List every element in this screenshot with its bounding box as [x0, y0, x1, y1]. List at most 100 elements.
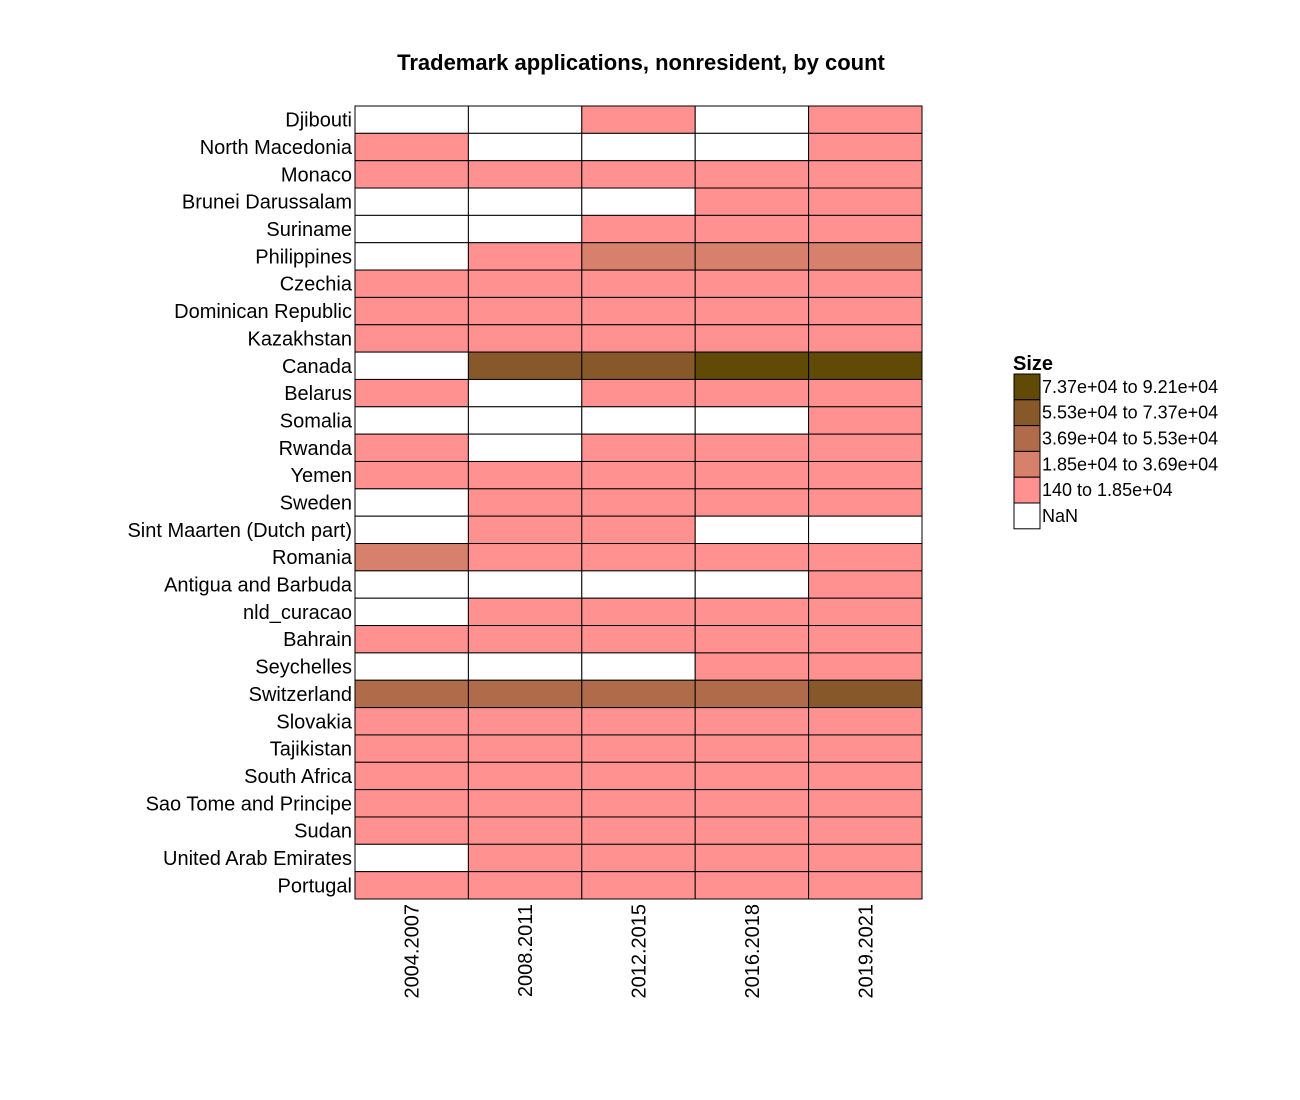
- heatmap-cell: [808, 734, 923, 763]
- row-label: South Africa: [244, 766, 353, 788]
- row-label: Somalia: [280, 410, 353, 432]
- heatmap-cell: [354, 871, 469, 900]
- heatmap-cell: [808, 105, 923, 134]
- heatmap-cell: [467, 597, 583, 627]
- heatmap-cell: [694, 488, 810, 517]
- row-label: North Macedonia: [200, 137, 353, 159]
- heatmap-cell: [808, 296, 923, 326]
- heatmap-cell: [467, 378, 583, 408]
- chart-title: Trademark applications, nonresident, by …: [397, 50, 885, 75]
- column-label: 2008.2011: [515, 904, 537, 997]
- heatmap-cell: [354, 378, 469, 408]
- heatmap-cell: [354, 488, 469, 517]
- heatmap-cell: [694, 843, 810, 873]
- heatmap-cell: [808, 761, 923, 791]
- heatmap-cell: [694, 324, 810, 353]
- heatmap-cell: [694, 296, 810, 326]
- heatmap-cell: [581, 789, 696, 818]
- heatmap-cell: [694, 871, 810, 900]
- heatmap-cell: [581, 296, 696, 326]
- heatmap-cell: [581, 543, 696, 572]
- heatmap-cell: [581, 515, 696, 545]
- heatmap-cell: [581, 570, 696, 599]
- legend-label: NaN: [1042, 506, 1078, 526]
- heatmap-cell: [354, 160, 469, 189]
- row-label: Yemen: [290, 465, 352, 487]
- heatmap-cell: [467, 734, 583, 763]
- heatmap-cell: [354, 105, 469, 134]
- heatmap-cell: [808, 132, 923, 162]
- legend-label: 1.85e+04 to 3.69e+04: [1042, 454, 1218, 474]
- heatmap-cell: [467, 816, 583, 845]
- legend-label: 5.53e+04 to 7.37e+04: [1042, 403, 1218, 423]
- heatmap-cell: [808, 816, 923, 845]
- heatmap-cell: [354, 597, 469, 627]
- heatmap-cell: [694, 351, 810, 380]
- row-label: Seychelles: [255, 657, 352, 679]
- heatmap-cell: [808, 597, 923, 627]
- heatmap-cell: [581, 460, 696, 490]
- row-label: Portugal: [278, 875, 353, 897]
- heatmap-cell: [808, 214, 923, 244]
- column-label: 2016.2018: [742, 904, 764, 999]
- heatmap-cell: [694, 378, 810, 408]
- row-label: Belarus: [284, 383, 352, 405]
- heatmap-cell: [467, 406, 583, 435]
- heatmap-cell: [694, 543, 810, 572]
- heatmap-cell: [354, 816, 469, 845]
- row-label: Tajikistan: [270, 739, 352, 761]
- row-label: United Arab Emirates: [163, 848, 352, 870]
- heatmap-cell: [581, 433, 696, 462]
- heatmap-cell: [581, 488, 696, 517]
- heatmap-cell: [354, 406, 469, 435]
- heatmap-cell: [694, 734, 810, 763]
- heatmap-cell: [467, 761, 583, 791]
- heatmap-cell: [467, 433, 583, 462]
- heatmap-cell: [694, 269, 810, 298]
- heatmap-cell: [581, 597, 696, 627]
- heatmap-cell: [694, 406, 810, 435]
- heatmap-cell: [808, 515, 923, 545]
- heatmap-cell: [354, 433, 469, 462]
- heatmap-cell: [694, 570, 810, 599]
- heatmap-cell: [808, 543, 923, 572]
- heatmap-cell: [354, 707, 469, 736]
- legend-swatch: [1013, 502, 1041, 530]
- heatmap-cell: [581, 707, 696, 736]
- legend-label: 3.69e+04 to 5.53e+04: [1042, 429, 1218, 449]
- heatmap-cell: [808, 488, 923, 517]
- heatmap-cell: [467, 570, 583, 599]
- row-label: Sao Tome and Principe: [146, 793, 352, 815]
- row-label: Sint Maarten (Dutch part): [127, 520, 352, 542]
- heatmap-cell: [354, 734, 469, 763]
- heatmap-cell: [467, 707, 583, 736]
- heatmap-cell: [467, 296, 583, 326]
- column-labels: 2004.2007 2008.2011 2012.2015 2016.2018 2019…: [402, 904, 878, 999]
- row-label: Kazakhstan: [247, 328, 352, 350]
- row-label: Brunei Darussalam: [182, 192, 352, 214]
- heatmap-cell: [808, 378, 923, 408]
- heatmap-cell: [694, 132, 810, 162]
- heatmap-cell: [354, 570, 469, 599]
- heatmap-cell: [808, 242, 923, 271]
- heatmap-cell: [581, 351, 696, 380]
- heatmap-cell: [808, 652, 923, 681]
- heatmap-cell: [694, 460, 810, 490]
- heatmap-cells: [354, 105, 923, 900]
- heatmap-cell: [808, 460, 923, 490]
- legend-label: 140 to 1.85e+04: [1042, 480, 1173, 500]
- heatmap-cell: [694, 761, 810, 791]
- heatmap-cell: [354, 460, 469, 490]
- column-label: 2004.2007: [402, 904, 424, 999]
- heatmap-cell: [354, 214, 469, 244]
- heatmap-cell: [467, 543, 583, 572]
- legend-swatch: [1013, 476, 1041, 504]
- heatmap-cell: [354, 679, 469, 709]
- heatmap-cell: [354, 515, 469, 545]
- row-label: Monaco: [281, 164, 352, 186]
- heatmap-cell: [581, 269, 696, 298]
- heatmap-cell: [354, 843, 469, 873]
- heatmap-cell: [354, 269, 469, 298]
- heatmap-cell: [354, 543, 469, 572]
- heatmap-cell: [467, 132, 583, 162]
